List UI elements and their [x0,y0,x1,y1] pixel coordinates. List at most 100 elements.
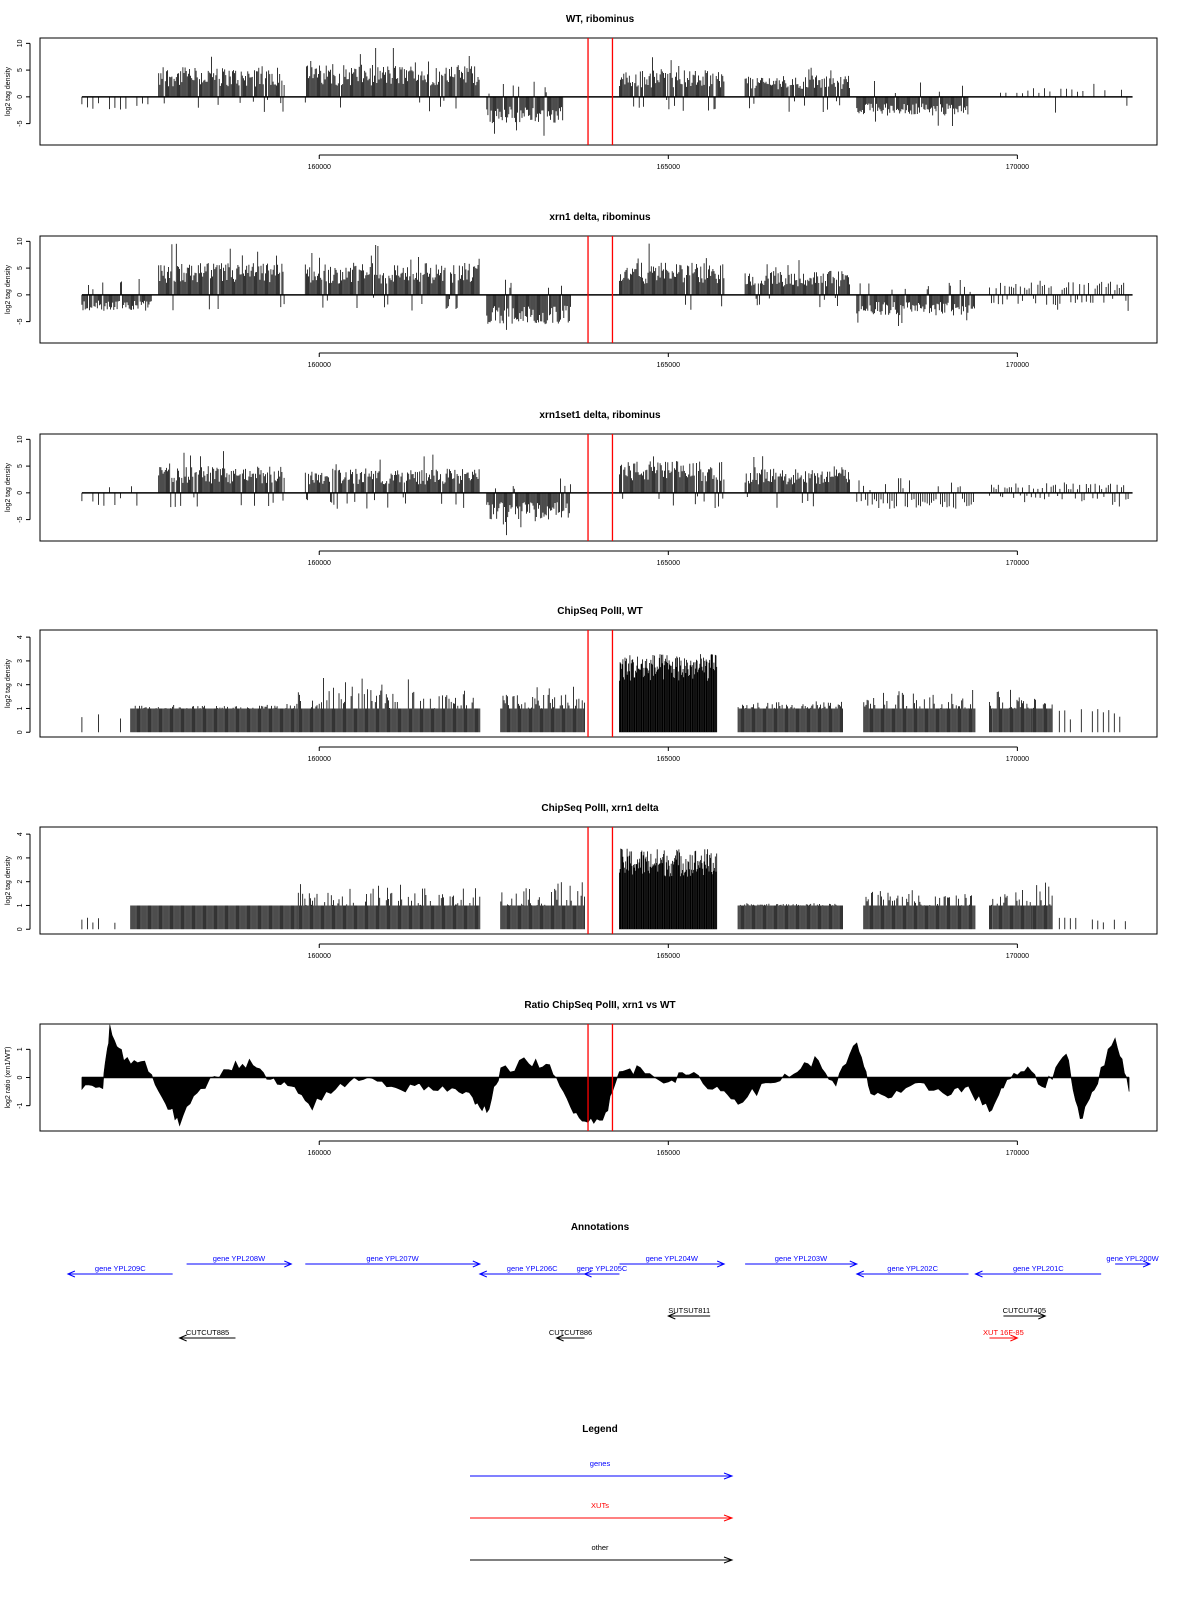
y-axis-label: log2 ratio (xrn1/WT) [5,1047,12,1109]
gene-feature: gene YPL204W [619,1254,726,1268]
x-tick-label: 165000 [657,560,680,567]
feature-label: CUTCUT886 [549,1328,592,1337]
plot-frame [39,629,1158,738]
marker-lines [587,827,614,934]
legend-arrow-head [723,1556,734,1564]
data-series [81,451,1133,536]
chart-title: ChipSeq PolII, WT [557,606,643,617]
y-tick-label: 1 [17,706,24,710]
y-tick-label: -5 [17,318,24,324]
arrow-head [849,1260,859,1268]
feature-label: gene YPL203W [775,1254,828,1263]
data-series [81,654,1121,733]
y-tick-label: 3 [17,659,24,663]
feature-label: XUT 16F-85 [983,1328,1024,1337]
legend-label: other [591,1543,609,1552]
y-axis: 0 1 2 3 4 log2 tag density [5,832,31,931]
y-tick-label: 5 [17,266,24,270]
feature-label: gene YPL205C [577,1264,628,1273]
chart-panel-5: ChipSeq PolII, xrn1 delta 0 1 2 3 4 log2 tag d… [5,803,1158,960]
plot-frame [39,235,1158,344]
x-tick-label: 160000 [308,953,331,960]
chart-title: ChipSeq PolII, xrn1 delta [541,803,659,814]
x-tick-label: 160000 [308,560,331,567]
annotations-title: Annotations [571,1222,630,1233]
marker-lines [587,630,614,737]
ratio-area [81,1024,1130,1127]
arrow-head [583,1270,592,1278]
feature-label: gene YPL207W [366,1254,419,1263]
arrow-head [1142,1260,1152,1268]
marker-lines [587,1024,614,1131]
arrow-head [66,1270,76,1278]
marker-lines [587,38,614,145]
data-series [81,1024,1130,1127]
other-feature: CUTCUT885 [178,1328,236,1342]
y-tick-label: 0 [17,293,24,297]
y-axis: -1 0 1 log2 ratio (xrn1/WT) [5,1047,31,1109]
y-tick-label: 10 [17,435,24,443]
arrow-head [974,1270,983,1278]
plot-frame [39,1023,1158,1132]
chart-panel-6: Ratio ChipSeq PolII, xrn1 vs WT -1 0 1 log2 … [5,1000,1158,1157]
y-tick-label: 1 [17,1047,24,1051]
y-tick-label: -1 [17,1102,24,1108]
y-axis-label: log2 tag density [5,264,12,314]
x-axis: 160000 165000 170000 [308,154,1029,171]
x-axis: 160000 165000 170000 [308,943,1029,960]
arrow-head [284,1260,293,1268]
x-tick-label: 165000 [657,362,680,369]
y-tick-label: 1 [17,903,24,907]
chart-panel-4: ChipSeq PolII, WT 0 1 2 3 4 log2 tag density 16… [5,606,1158,763]
arrow-head [855,1270,865,1278]
x-tick-label: 165000 [657,953,680,960]
gene-feature: gene YPL208W [186,1254,293,1268]
x-axis: 160000 165000 170000 [308,1140,1029,1157]
legend-title: Legend [582,1424,618,1435]
y-axis-label: log2 tag density [5,658,12,708]
marker-lines [587,236,614,343]
gene-feature: gene YPL202C [855,1264,969,1278]
plot-frame [39,433,1158,542]
x-tick-label: 160000 [308,756,331,763]
gene-feature: gene YPL200W [1106,1254,1160,1268]
chart-panel-1: WT, ribominus -5 0 5 10 log2 tag density 16000… [5,14,1158,171]
feature-label: gene YPL200W [1106,1254,1159,1263]
legend-item-genes: genes [470,1459,734,1480]
x-tick-label: 170000 [1006,164,1029,171]
legend-label: genes [590,1459,611,1468]
x-tick-label: 160000 [308,1150,331,1157]
y-tick-label: 3 [17,856,24,860]
y-tick-label: 5 [17,68,24,72]
other-feature: SUTSUT811 [667,1306,710,1320]
y-tick-label: 10 [17,39,24,47]
gene-feature: gene YPL203W [745,1254,859,1268]
y-tick-label: 0 [17,95,24,99]
legend: Legend genes XUTs other [470,1424,734,1564]
gene-feature: gene YPL201C [974,1264,1102,1278]
x-tick-label: 170000 [1006,756,1029,763]
x-tick-label: 160000 [308,362,331,369]
y-tick-label: -5 [17,516,24,522]
y-tick-label: 0 [17,730,24,734]
chart-title: Ratio ChipSeq PolII, xrn1 vs WT [524,1000,675,1011]
y-tick-label: 10 [17,237,24,245]
feature-label: SUTSUT811 [668,1306,710,1315]
feature-label: CUTCUT405 [1003,1306,1046,1315]
legend-arrow-head [723,1472,734,1480]
x-axis: 160000 165000 170000 [308,746,1029,763]
x-tick-label: 170000 [1006,1150,1029,1157]
chart-title: WT, ribominus [566,14,635,25]
arrow-head [472,1260,482,1268]
y-tick-label: 4 [17,635,24,639]
y-tick-label: 4 [17,832,24,836]
chart-title: xrn1set1 delta, ribominus [539,410,661,421]
arrow-head [478,1270,488,1278]
legend-label: XUTs [591,1501,609,1510]
y-axis: -5 0 5 10 log2 tag density [5,237,31,325]
gene-feature: gene YPL209C [66,1264,173,1278]
arrow-head [178,1334,187,1342]
x-axis: 160000 165000 170000 [308,550,1029,567]
x-tick-label: 165000 [657,756,680,763]
other-feature: CUTCUT405 [1003,1306,1047,1320]
